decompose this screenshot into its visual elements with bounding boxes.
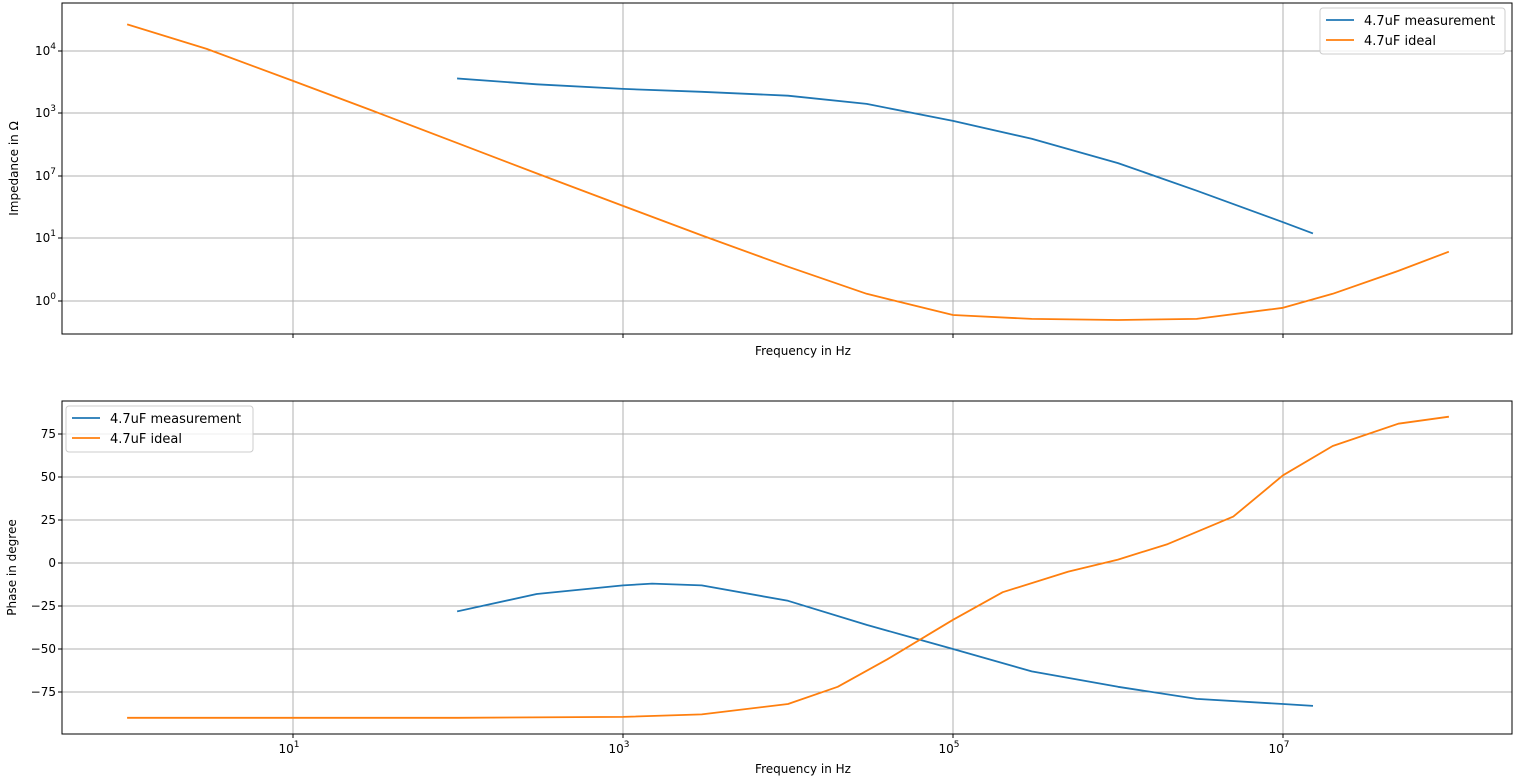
plot-frame: [61, 400, 1513, 735]
y-tick-label: 25: [41, 513, 56, 527]
grid: [62, 401, 1512, 734]
series-line-ideal: [127, 415, 1450, 719]
legend: 4.7uF measurement 4.7uF ideal: [65, 405, 254, 453]
phase-panel: 101 103 105 107 −75 −50 −25 0 25 50 75 Frequency in…: [5, 400, 1513, 776]
y-tick-label: −75: [31, 685, 56, 699]
y-tick-label: 104: [35, 42, 56, 58]
legend-label: 4.7uF measurement: [110, 412, 241, 427]
y-tick-label: −50: [31, 642, 56, 656]
impedance-panel: 100 101 107 103 104 Frequency in Hz Impedance …: [7, 2, 1513, 358]
legend-box: [1319, 7, 1506, 55]
series-line-measurement: [456, 582, 1314, 707]
y-tick-label: −25: [31, 599, 56, 613]
series-line-ideal: [126, 23, 1450, 321]
y-tick-label: 101: [35, 229, 56, 245]
y-axis-label: Phase in degree: [5, 519, 19, 615]
legend: 4.7uF measurement 4.7uF ideal: [1319, 7, 1506, 55]
y-tick-label: 107: [35, 167, 56, 183]
x-tick-label: 103: [608, 740, 629, 756]
legend-label: 4.7uF ideal: [1364, 34, 1436, 49]
x-tick-label: 101: [278, 740, 299, 756]
plot-frame: [61, 2, 1513, 335]
y-tick-label: 75: [41, 427, 56, 441]
y-tick-label: 50: [41, 470, 56, 484]
y-tick-label: 103: [35, 104, 56, 120]
legend-box: [65, 405, 254, 453]
y-tick-label: 0: [48, 556, 56, 570]
legend-label: 4.7uF ideal: [110, 432, 182, 447]
y-axis-label: Impedance in Ω: [7, 121, 21, 216]
x-tick-label: 107: [1268, 740, 1289, 756]
y-tick-label: 100: [35, 292, 56, 308]
grid: [62, 3, 1512, 334]
x-tick-label: 105: [938, 740, 959, 756]
legend-label: 4.7uF measurement: [1364, 14, 1495, 29]
x-axis-label: Frequency in Hz: [755, 344, 851, 358]
series-line-measurement: [457, 77, 1314, 235]
x-axis-label: Frequency in Hz: [755, 762, 851, 776]
